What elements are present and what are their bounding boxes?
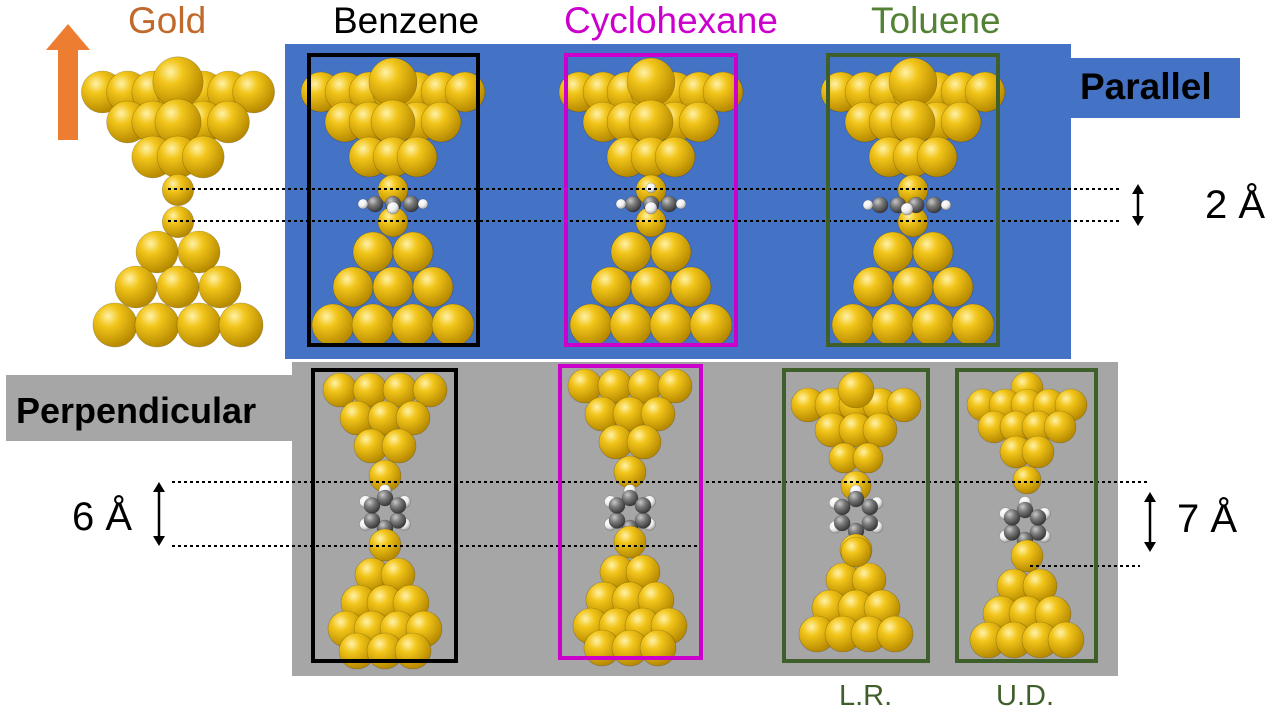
gold-direction-arrow bbox=[46, 24, 90, 140]
gold-atom bbox=[626, 424, 662, 460]
gold-atom bbox=[650, 231, 692, 273]
gold-atom bbox=[176, 302, 222, 348]
hydrogen-atom bbox=[357, 198, 369, 210]
hydrogen-atom bbox=[386, 201, 400, 215]
distance-6a-arrow-head-bottom bbox=[153, 536, 165, 546]
gold-atom bbox=[670, 266, 712, 308]
hydrogen-atom bbox=[675, 198, 687, 210]
toluene-lr-frame bbox=[782, 368, 930, 663]
gold-atom bbox=[396, 136, 438, 178]
carbon-atom bbox=[847, 490, 865, 508]
carbon-atom bbox=[389, 497, 407, 514]
gold-atom bbox=[654, 136, 696, 178]
toluene-ud-frame bbox=[955, 368, 1098, 663]
carbon-atom bbox=[608, 497, 626, 514]
gold-atom bbox=[218, 302, 264, 348]
left-right-label: L.R. bbox=[839, 680, 893, 712]
gold-atom bbox=[207, 100, 250, 144]
gold-atom bbox=[852, 442, 884, 474]
gold-atom bbox=[1043, 410, 1077, 444]
carbon-atom bbox=[861, 498, 879, 516]
up-down-label: U.D. bbox=[996, 680, 1054, 712]
gold-atom bbox=[876, 615, 914, 653]
gold-atom bbox=[1010, 539, 1044, 573]
hydrogen-atom bbox=[940, 199, 952, 211]
carbon-atom bbox=[833, 498, 851, 516]
toluene-label: Toluene bbox=[871, 0, 1001, 41]
gold-atom bbox=[392, 231, 434, 273]
gold-atom bbox=[92, 302, 138, 348]
gold-atom bbox=[412, 372, 448, 408]
gold-atom bbox=[381, 428, 417, 464]
gold-atom bbox=[412, 266, 454, 308]
gold-atom bbox=[702, 71, 744, 113]
hydrogen-atom bbox=[417, 198, 429, 210]
gold-atom bbox=[444, 71, 486, 113]
hydrogen-atom bbox=[615, 198, 627, 210]
gold-atom bbox=[156, 265, 200, 309]
gold-atom bbox=[1047, 621, 1085, 659]
carbon-atom bbox=[621, 489, 639, 507]
benzene-perpendicular-frame bbox=[311, 368, 458, 663]
distance-7a-label: 7 Å bbox=[1177, 497, 1238, 541]
perpendicular-label-box bbox=[6, 375, 296, 441]
gold-atom bbox=[886, 387, 922, 423]
carbon-atom bbox=[634, 497, 652, 514]
gold-atom bbox=[862, 412, 898, 448]
benzene-label: Benzene bbox=[333, 0, 480, 41]
distance-7a-arrow-head-bottom bbox=[1144, 542, 1156, 552]
carbon-atom bbox=[1016, 501, 1034, 519]
gold-atom bbox=[640, 396, 676, 432]
gold-atom bbox=[395, 400, 431, 436]
gold-atom bbox=[613, 525, 647, 559]
gold-atom bbox=[177, 230, 221, 274]
gold-atom bbox=[657, 368, 693, 404]
gold-atom bbox=[161, 205, 195, 239]
gold-atom bbox=[232, 70, 275, 114]
gold-atom bbox=[1012, 465, 1042, 495]
distance-6a-label: 6 Å bbox=[72, 495, 133, 539]
benzene-parallel-frame bbox=[307, 53, 480, 347]
gold-atom bbox=[932, 266, 974, 308]
carbon-atom bbox=[376, 489, 394, 507]
gold-atom bbox=[181, 135, 225, 179]
distance-2a-arrow-head-top bbox=[1132, 184, 1144, 194]
gold-atom bbox=[916, 136, 958, 178]
cyclohexane-perpendicular-frame bbox=[558, 364, 703, 660]
distance-2a-arrow-head-bottom bbox=[1132, 216, 1144, 226]
toluene-parallel-frame bbox=[826, 53, 1000, 347]
gold-atom bbox=[964, 71, 1006, 113]
cyclohexane-parallel-frame bbox=[564, 53, 738, 347]
carbon-atom bbox=[1003, 509, 1021, 526]
gold-atom bbox=[134, 302, 180, 348]
gold-atom bbox=[161, 173, 195, 207]
cyclohexane-label: Cyclohexane bbox=[564, 0, 778, 41]
carbon-atom bbox=[363, 497, 381, 514]
gold-atom bbox=[912, 231, 954, 273]
gold-atom bbox=[837, 371, 875, 409]
hydrogen-atom bbox=[644, 201, 658, 215]
distance-7a-arrow-head-top bbox=[1144, 492, 1156, 502]
perpendicular-label: Perpendicular bbox=[16, 390, 257, 431]
gold-atom bbox=[420, 101, 462, 143]
gold-atom bbox=[114, 265, 158, 309]
gold-atom bbox=[940, 101, 982, 143]
hydrogen-atom bbox=[862, 199, 874, 211]
hydrogen-atom bbox=[900, 202, 914, 216]
gold-atom bbox=[1021, 435, 1055, 469]
distance-6a-arrow-head-top bbox=[153, 482, 165, 492]
carbon-atom bbox=[1029, 509, 1047, 526]
distance-2a-label: 2 Å bbox=[1205, 183, 1266, 227]
parallel-label-box bbox=[1070, 58, 1240, 118]
gold-atom bbox=[678, 101, 720, 143]
gold-label: Gold bbox=[128, 0, 207, 41]
parallel-label: Parallel bbox=[1080, 66, 1212, 107]
gold-atom bbox=[198, 265, 242, 309]
gold-atom bbox=[840, 536, 872, 568]
